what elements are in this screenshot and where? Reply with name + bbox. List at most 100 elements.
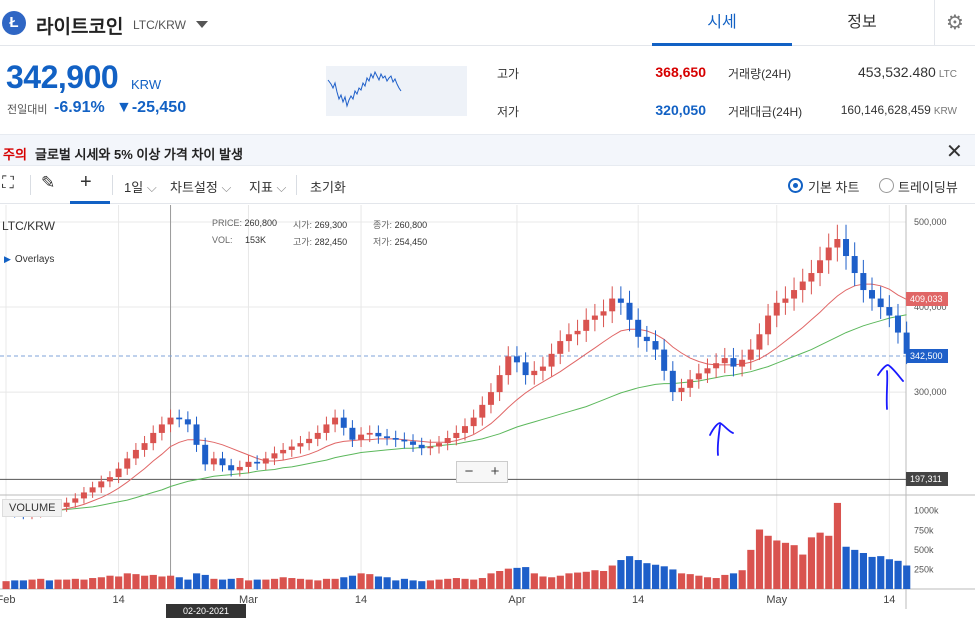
tab-info[interactable]: 정보: [847, 14, 877, 31]
tradingview-radio[interactable]: [879, 178, 894, 193]
candle-body: [539, 366, 546, 371]
coin-pair[interactable]: LTC/KRW: [133, 18, 186, 32]
volume-value: 453,532.480 LTC: [800, 64, 957, 80]
candle-body: [669, 370, 676, 393]
candle-body: [843, 239, 850, 257]
indicators-menu[interactable]: 지표 ⌵: [249, 180, 287, 195]
overlays-toggle[interactable]: ▶ Overlays: [4, 254, 54, 265]
volume-bar: [626, 556, 634, 589]
volume-bar: [141, 575, 149, 589]
info-high-label: 고가:: [293, 237, 313, 247]
zoom-out-button[interactable]: −: [464, 463, 474, 480]
ohlc-info-close: 종가: 260,800: [373, 218, 427, 231]
volume-bar: [643, 563, 651, 589]
fullscreen-icon[interactable]: ⛶: [2, 173, 14, 192]
candle-body: [418, 444, 425, 449]
candle-body: [505, 356, 512, 376]
candle-body: [782, 298, 789, 303]
volume-bar: [877, 556, 885, 589]
volume-bar: [825, 535, 833, 589]
candle-body: [730, 358, 737, 367]
candle-body: [401, 439, 408, 442]
volume-bar: [764, 535, 772, 589]
volume-bar: [522, 567, 530, 589]
basic-chart-label[interactable]: 기본 차트: [808, 180, 860, 195]
volume-bar: [288, 578, 296, 589]
info-vol-value: 153K: [245, 235, 267, 245]
high-label: 고가: [497, 67, 520, 81]
volume-bar: [530, 573, 538, 589]
change-label: 전일대비: [7, 104, 48, 116]
price-gap-notice: 주의 글로벌 시세와 5% 이상 가격 차이 발생 ✕: [0, 134, 975, 166]
crosshair-active-indicator: [70, 201, 110, 204]
info-price-label: PRICE:: [212, 218, 243, 228]
annotation-arrow-up-left: [709, 422, 734, 456]
candle-body: [513, 356, 520, 363]
chart-title: LTC/KRW: [2, 219, 55, 233]
candle-body: [106, 477, 113, 482]
volume-bar: [409, 580, 417, 589]
volume-bar: [132, 574, 140, 589]
current-price: 342,900: [6, 59, 119, 95]
gear-icon: ⚙: [946, 12, 964, 34]
candle-body: [340, 417, 347, 428]
volume-bar: [435, 579, 443, 589]
toolbar-divider: [30, 175, 31, 195]
candle-body: [245, 461, 252, 467]
volume-bar: [210, 578, 218, 589]
close-icon[interactable]: ✕: [946, 141, 963, 163]
volume-bar: [721, 574, 729, 589]
volume-bar: [400, 578, 409, 589]
volume-bar: [123, 573, 131, 589]
volume-bar: [270, 578, 279, 589]
candle-body: [557, 341, 564, 354]
volume-bar: [851, 549, 859, 589]
volume-bar: [504, 568, 512, 589]
x-tick-label: Feb: [0, 594, 15, 606]
ohlc-info-high: 고가: 282,450: [293, 235, 347, 248]
volume-bar: [106, 575, 114, 589]
candle-body: [202, 444, 209, 465]
candle-body: [591, 315, 598, 320]
interval-select[interactable]: 1일 ⌵: [124, 180, 157, 195]
volume-bar: [582, 571, 590, 589]
candle-body: [617, 298, 624, 303]
candle-body: [323, 424, 330, 433]
volume-bar: [677, 573, 686, 589]
zoom-in-button[interactable]: +: [490, 463, 500, 480]
volume-bar: [556, 575, 564, 589]
chart-canvas[interactable]: 500,000 400,000 300,000 1000k 750k 500k 250k Fe…: [0, 205, 975, 626]
volume-bar: [418, 581, 426, 589]
candle-body: [565, 334, 572, 342]
high-value: 368,650: [655, 64, 706, 80]
tab-market[interactable]: 시세: [652, 0, 792, 46]
volume-bar: [392, 580, 400, 589]
price-chart[interactable]: 500,000 400,000 300,000 1000k 750k 500k 250k Fe…: [0, 205, 975, 626]
volume-bar: [842, 546, 850, 589]
candle-body: [600, 311, 607, 316]
volume-tick-label: 250k: [914, 564, 934, 574]
tradingview-label[interactable]: 트레이딩뷰: [898, 180, 958, 195]
chevron-down-icon[interactable]: [196, 21, 208, 28]
settings-button[interactable]: ⚙: [934, 0, 975, 46]
volume-bar: [279, 577, 287, 589]
candle-body: [652, 341, 659, 350]
volume-bar: [201, 574, 209, 589]
candle-body: [176, 417, 183, 420]
volume-bar: [37, 578, 45, 589]
candle-body: [349, 427, 356, 440]
candle-body: [522, 362, 529, 376]
current-price-tag: 342,500: [906, 348, 948, 363]
candle-body: [375, 432, 382, 437]
basic-chart-radio[interactable]: [788, 178, 803, 193]
candle-body: [436, 443, 442, 447]
candle-body: [765, 315, 772, 335]
pencil-icon[interactable]: ✎: [41, 173, 56, 192]
ohlc-info-low: 저가: 254,450: [373, 235, 427, 248]
crosshair-icon[interactable]: +: [80, 171, 92, 193]
chart-settings-menu[interactable]: 차트설정 ⌵: [170, 180, 232, 195]
volume-bar: [314, 580, 322, 589]
reset-button[interactable]: 초기화: [310, 180, 346, 195]
mini-chart-line: [327, 70, 402, 108]
coin-name[interactable]: 라이트코인: [36, 17, 124, 38]
